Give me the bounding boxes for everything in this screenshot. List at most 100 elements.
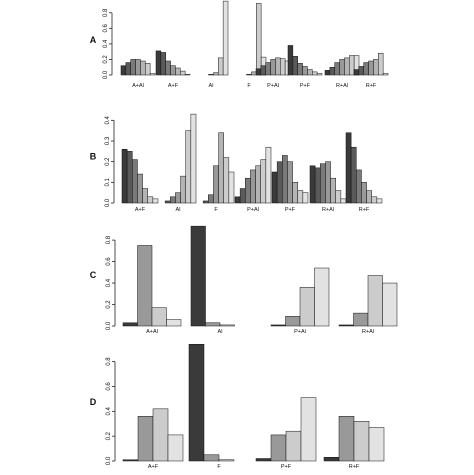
bar: [120, 65, 127, 76]
bar: [358, 66, 364, 76]
bar: [164, 200, 171, 204]
bar: [130, 59, 136, 76]
category-label: R+F: [349, 464, 360, 470]
y-tick-label: 0.0: [103, 70, 109, 79]
bar: [287, 45, 294, 76]
bar: [152, 408, 169, 462]
bar: [270, 434, 287, 462]
bar: [121, 149, 128, 204]
y-tick-label: 0.8: [106, 357, 112, 366]
category-label: R+F: [359, 207, 370, 213]
category-label: A+F: [148, 464, 159, 470]
category-label: F: [214, 207, 218, 213]
category-label: A+F: [168, 83, 179, 89]
bar: [160, 52, 166, 76]
bar: [166, 319, 182, 327]
bar: [137, 173, 143, 204]
bar: [320, 163, 326, 204]
y-tick-label: 0.4: [105, 116, 111, 125]
bar: [126, 151, 133, 204]
bar: [368, 60, 374, 76]
bar: [371, 196, 378, 204]
panel-label: A: [90, 35, 97, 45]
bar: [270, 324, 286, 327]
bar: [314, 267, 330, 327]
category-label: R+Al: [336, 83, 348, 89]
bar: [255, 458, 272, 462]
y-tick-label: 0.2: [105, 157, 111, 166]
y-tick-label: 0.8: [103, 8, 109, 17]
panel-c: C 0.0 0.2 0.4 0.6 0.8 A+Al Al P+Al R+Al: [90, 225, 398, 335]
bar: [350, 146, 357, 204]
bar: [344, 57, 350, 76]
category-label: Al: [218, 329, 223, 335]
bar: [122, 459, 139, 462]
bar: [260, 65, 266, 76]
category-label: R+Al: [362, 329, 374, 335]
bar: [265, 146, 272, 204]
bar: [324, 70, 331, 76]
bar: [140, 60, 146, 76]
y-tick-label: 0.4: [106, 278, 112, 287]
bar: [335, 190, 342, 204]
bar: [125, 62, 131, 76]
bar: [151, 307, 167, 327]
bar: [205, 322, 221, 327]
bar: [190, 113, 197, 204]
y-tick-label: 0.0: [106, 456, 112, 465]
bar: [345, 132, 352, 204]
bar: [376, 198, 383, 204]
bar: [265, 62, 271, 76]
y-tick-label: 0.2: [106, 431, 112, 440]
bar: [255, 68, 262, 76]
bar: [367, 275, 383, 327]
bar: [334, 62, 340, 76]
category-label: R+Al: [322, 207, 334, 213]
panel-label: D: [90, 397, 97, 407]
bar: [170, 196, 176, 204]
bar: [175, 67, 181, 76]
bar: [302, 66, 308, 76]
bar: [213, 165, 219, 204]
bar: [292, 182, 298, 204]
panel-b: B 0.0 0.1 0.2 0.3 0.4 A+F Al F P+Al P+F R+Al R+F: [90, 113, 383, 213]
bar: [223, 157, 230, 204]
panel-a: A 0.0 0.2 0.4 0.6 0.8 A+Al A+F Al F P+Al P+F R+Al R+F: [90, 0, 389, 89]
bar: [280, 58, 286, 76]
y-tick-label: 0.2: [103, 55, 109, 64]
bar: [271, 171, 278, 204]
bar: [302, 192, 309, 204]
bar: [188, 343, 205, 462]
bar: [378, 52, 384, 76]
bar: [203, 454, 220, 462]
category-label: A+Al: [146, 329, 158, 335]
bar: [245, 177, 251, 204]
bar: [282, 155, 288, 204]
bar: [132, 159, 138, 204]
bar: [218, 132, 224, 204]
bar: [202, 200, 209, 204]
bar: [149, 73, 156, 76]
bar: [287, 161, 293, 204]
bar: [373, 59, 379, 76]
y-tick-label: 0.2: [106, 300, 112, 309]
bar: [356, 169, 362, 204]
panel-label: C: [90, 270, 97, 280]
bar: [135, 59, 141, 76]
category-label: Al: [176, 207, 181, 213]
y-tick-label: 0.6: [103, 24, 109, 33]
category-label: F: [247, 83, 251, 89]
bar: [323, 457, 340, 462]
y-tick-label: 0.1: [105, 178, 111, 187]
bar: [180, 175, 186, 204]
bar: [260, 159, 267, 204]
category-label: P+Al: [294, 329, 306, 335]
bar: [382, 282, 398, 327]
panel-label: B: [90, 152, 97, 162]
category-label: P+Al: [247, 207, 259, 213]
bar: [218, 57, 224, 76]
bar: [368, 427, 385, 462]
bar: [361, 182, 367, 204]
category-label: A+F: [135, 207, 146, 213]
